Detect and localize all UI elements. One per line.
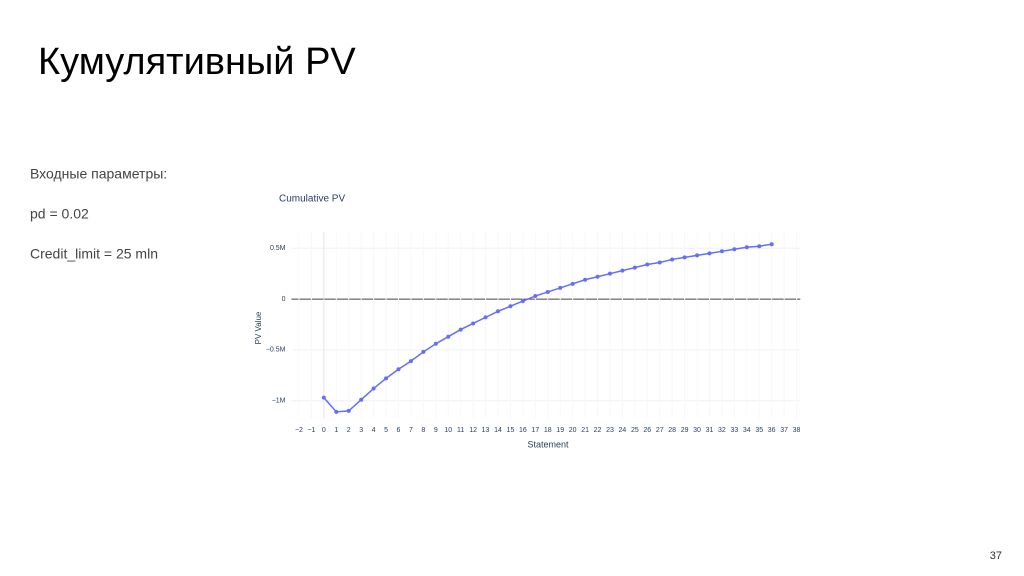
data-point <box>408 359 413 364</box>
data-point <box>496 309 501 314</box>
x-tick-label: 0 <box>322 427 326 434</box>
x-tick-label: 29 <box>681 427 689 434</box>
chart-title: Cumulative PV <box>279 194 345 205</box>
x-tick-label: 8 <box>421 427 425 434</box>
x-tick-label: 18 <box>544 427 552 434</box>
y-axis-label: PV Value <box>254 311 263 344</box>
data-point <box>670 257 675 262</box>
x-tick-label: 26 <box>643 427 651 434</box>
data-point <box>533 294 538 299</box>
data-point <box>570 281 575 286</box>
data-point <box>508 304 513 309</box>
data-point <box>707 251 712 256</box>
data-point <box>346 408 351 413</box>
x-tick-label: −2 <box>295 427 303 434</box>
data-point <box>607 271 612 276</box>
x-tick-label: 3 <box>359 427 363 434</box>
x-tick-label: 35 <box>755 427 763 434</box>
y-tick-label: 0 <box>282 296 286 303</box>
x-tick-label: 6 <box>397 427 401 434</box>
x-tick-label: 1 <box>334 427 338 434</box>
data-point <box>645 262 650 267</box>
data-point <box>682 255 687 260</box>
data-point <box>471 321 476 326</box>
y-tick-label: −1M <box>272 398 286 405</box>
x-tick-label: 20 <box>569 427 577 434</box>
data-point <box>334 409 339 414</box>
y-tick-label: 0.5M <box>270 245 286 252</box>
page-number: 37 <box>990 550 1002 562</box>
x-tick-label: 16 <box>519 427 527 434</box>
data-point <box>359 397 364 402</box>
x-tick-label: 38 <box>793 427 801 434</box>
x-tick-label: 15 <box>507 427 515 434</box>
x-tick-label: 11 <box>457 427 464 434</box>
data-point <box>695 253 700 258</box>
data-point <box>520 299 525 304</box>
x-tick-label: 30 <box>693 427 701 434</box>
x-tick-label: 13 <box>482 427 490 434</box>
slide-title: Кумулятивный PV <box>38 41 356 83</box>
x-tick-label: 4 <box>372 427 376 434</box>
x-tick-label: 37 <box>780 427 788 434</box>
x-tick-label: 31 <box>706 427 714 434</box>
data-point <box>396 367 401 372</box>
data-point <box>719 249 724 254</box>
data-point <box>620 268 625 273</box>
x-tick-label: 21 <box>581 427 589 434</box>
x-tick-label: 9 <box>434 427 438 434</box>
x-tick-label: 12 <box>469 427 477 434</box>
data-point <box>483 315 488 320</box>
data-point <box>545 289 550 294</box>
x-tick-label: 2 <box>347 427 351 434</box>
data-point <box>583 277 588 282</box>
y-tick-label: −0.5M <box>266 347 286 354</box>
x-tick-label: 14 <box>494 427 502 434</box>
x-tick-label: 32 <box>718 427 726 434</box>
data-point <box>433 341 438 346</box>
data-point <box>321 395 326 400</box>
x-axis-label: Statement <box>527 439 569 449</box>
data-point <box>421 349 426 354</box>
x-tick-label: 10 <box>444 427 452 434</box>
x-tick-label: 25 <box>631 427 639 434</box>
x-tick-label: 23 <box>606 427 614 434</box>
x-tick-label: 19 <box>556 427 564 434</box>
data-point <box>769 242 774 247</box>
data-point <box>757 244 762 249</box>
x-tick-label: 33 <box>730 427 738 434</box>
data-point <box>371 386 376 391</box>
x-tick-label: 24 <box>619 427 627 434</box>
data-point <box>595 274 600 279</box>
x-tick-label: 17 <box>531 427 539 434</box>
x-tick-label: 27 <box>656 427 664 434</box>
data-point <box>632 265 637 270</box>
data-point <box>446 334 451 339</box>
x-tick-label: 28 <box>668 427 676 434</box>
x-tick-label: 7 <box>409 427 413 434</box>
data-point <box>558 285 563 290</box>
data-point <box>744 245 749 250</box>
params-heading: Входные параметры: <box>30 166 167 182</box>
data-point <box>384 376 389 381</box>
param: pd = 0.02 <box>30 206 89 222</box>
data-point <box>657 260 662 265</box>
x-tick-label: 36 <box>768 427 776 434</box>
x-tick-label: 34 <box>743 427 751 434</box>
param: Credit_limit = 25 mln <box>30 246 158 262</box>
x-tick-label: 5 <box>384 427 388 434</box>
data-point <box>458 327 463 332</box>
x-tick-label: 22 <box>594 427 602 434</box>
data-point <box>732 247 737 252</box>
x-tick-label: −1 <box>307 427 315 434</box>
